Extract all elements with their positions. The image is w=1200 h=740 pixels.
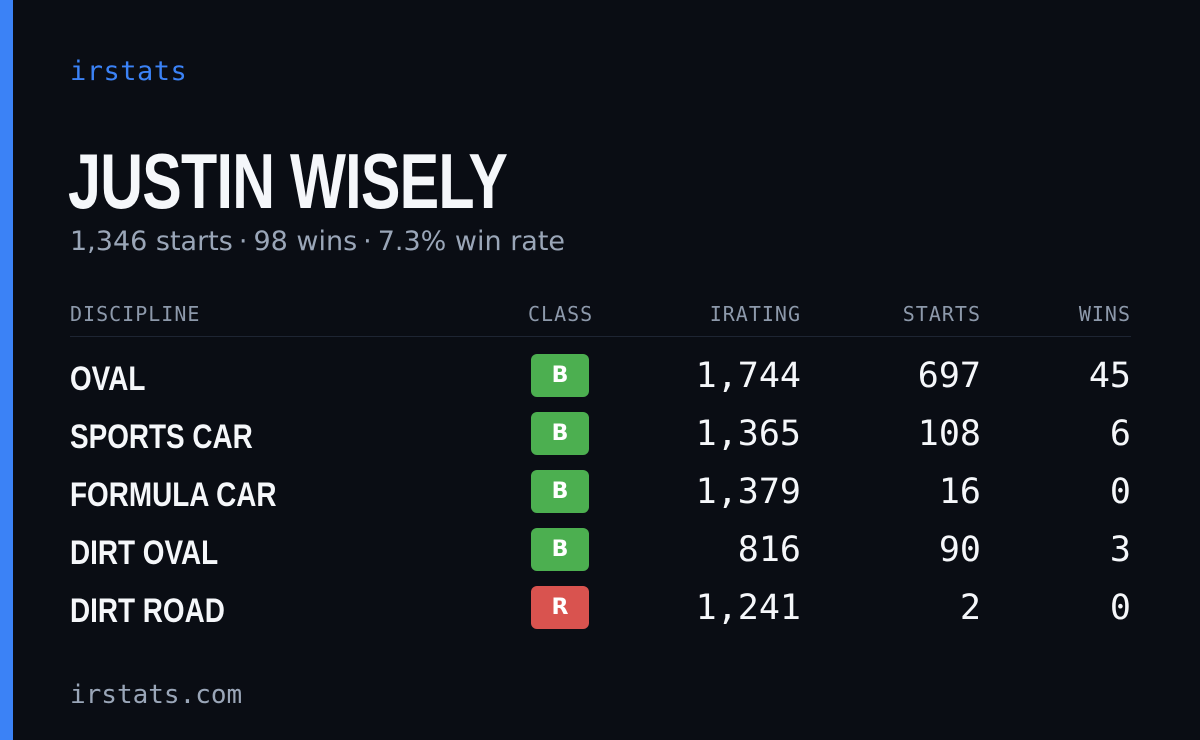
- brand-logo: irstats: [70, 56, 188, 87]
- starts-value: 90: [938, 530, 981, 570]
- discipline-name: FORMULA CAR: [70, 476, 277, 514]
- starts-value: 697: [917, 356, 981, 396]
- discipline-name: OVAL: [70, 360, 146, 398]
- wins-value: 0: [1109, 472, 1131, 512]
- accent-bar: [0, 0, 13, 740]
- starts-value: 2: [959, 588, 981, 628]
- starts-value: 108: [917, 414, 981, 454]
- table-row: DIRT OVAL B 816 90 3: [70, 524, 1131, 582]
- wins-value: 3: [1109, 530, 1131, 570]
- header-starts: STARTS: [902, 302, 981, 326]
- separator: ·: [363, 226, 372, 257]
- discipline-name: DIRT ROAD: [70, 592, 225, 630]
- player-summary: 1,346 starts · 98 wins · 7.3% win rate: [70, 226, 565, 257]
- header-discipline: DISCIPLINE: [70, 302, 201, 326]
- class-badge: B: [531, 412, 589, 455]
- wins-value: 45: [1088, 356, 1131, 396]
- wins-summary: 98 wins: [253, 226, 358, 257]
- discipline-name: SPORTS CAR: [70, 418, 253, 456]
- header-irating: IRATING: [709, 302, 801, 326]
- stats-table: OVAL B 1,744 697 45 SPORTS CAR B 1,365 1…: [70, 350, 1131, 640]
- starts-value: 16: [938, 472, 981, 512]
- table-row: SPORTS CAR B 1,365 108 6: [70, 408, 1131, 466]
- class-badge: B: [531, 528, 589, 571]
- header-wins: WINS: [1078, 302, 1131, 326]
- class-badge: B: [531, 354, 589, 397]
- starts-summary: 1,346 starts: [70, 226, 233, 257]
- wins-value: 6: [1109, 414, 1131, 454]
- irating-value: 1,379: [695, 472, 801, 512]
- irating-value: 816: [737, 530, 801, 570]
- irating-value: 1,241: [695, 588, 801, 628]
- irating-value: 1,365: [695, 414, 801, 454]
- table-row: FORMULA CAR B 1,379 16 0: [70, 466, 1131, 524]
- separator: ·: [238, 226, 248, 257]
- class-badge: B: [531, 470, 589, 513]
- table-header: DISCIPLINE CLASS IRATING STARTS WINS: [70, 300, 1131, 337]
- irating-value: 1,744: [695, 356, 801, 396]
- wins-value: 0: [1109, 588, 1131, 628]
- table-row: OVAL B 1,744 697 45: [70, 350, 1131, 408]
- header-class: CLASS: [528, 302, 594, 326]
- table-row: DIRT ROAD R 1,241 2 0: [70, 582, 1131, 640]
- footer-url: irstats.com: [70, 680, 243, 710]
- player-name: JUSTIN WISELY: [68, 137, 508, 225]
- win-rate-summary: 7.3% win rate: [377, 226, 566, 257]
- class-badge: R: [531, 586, 589, 629]
- discipline-name: DIRT OVAL: [70, 534, 219, 572]
